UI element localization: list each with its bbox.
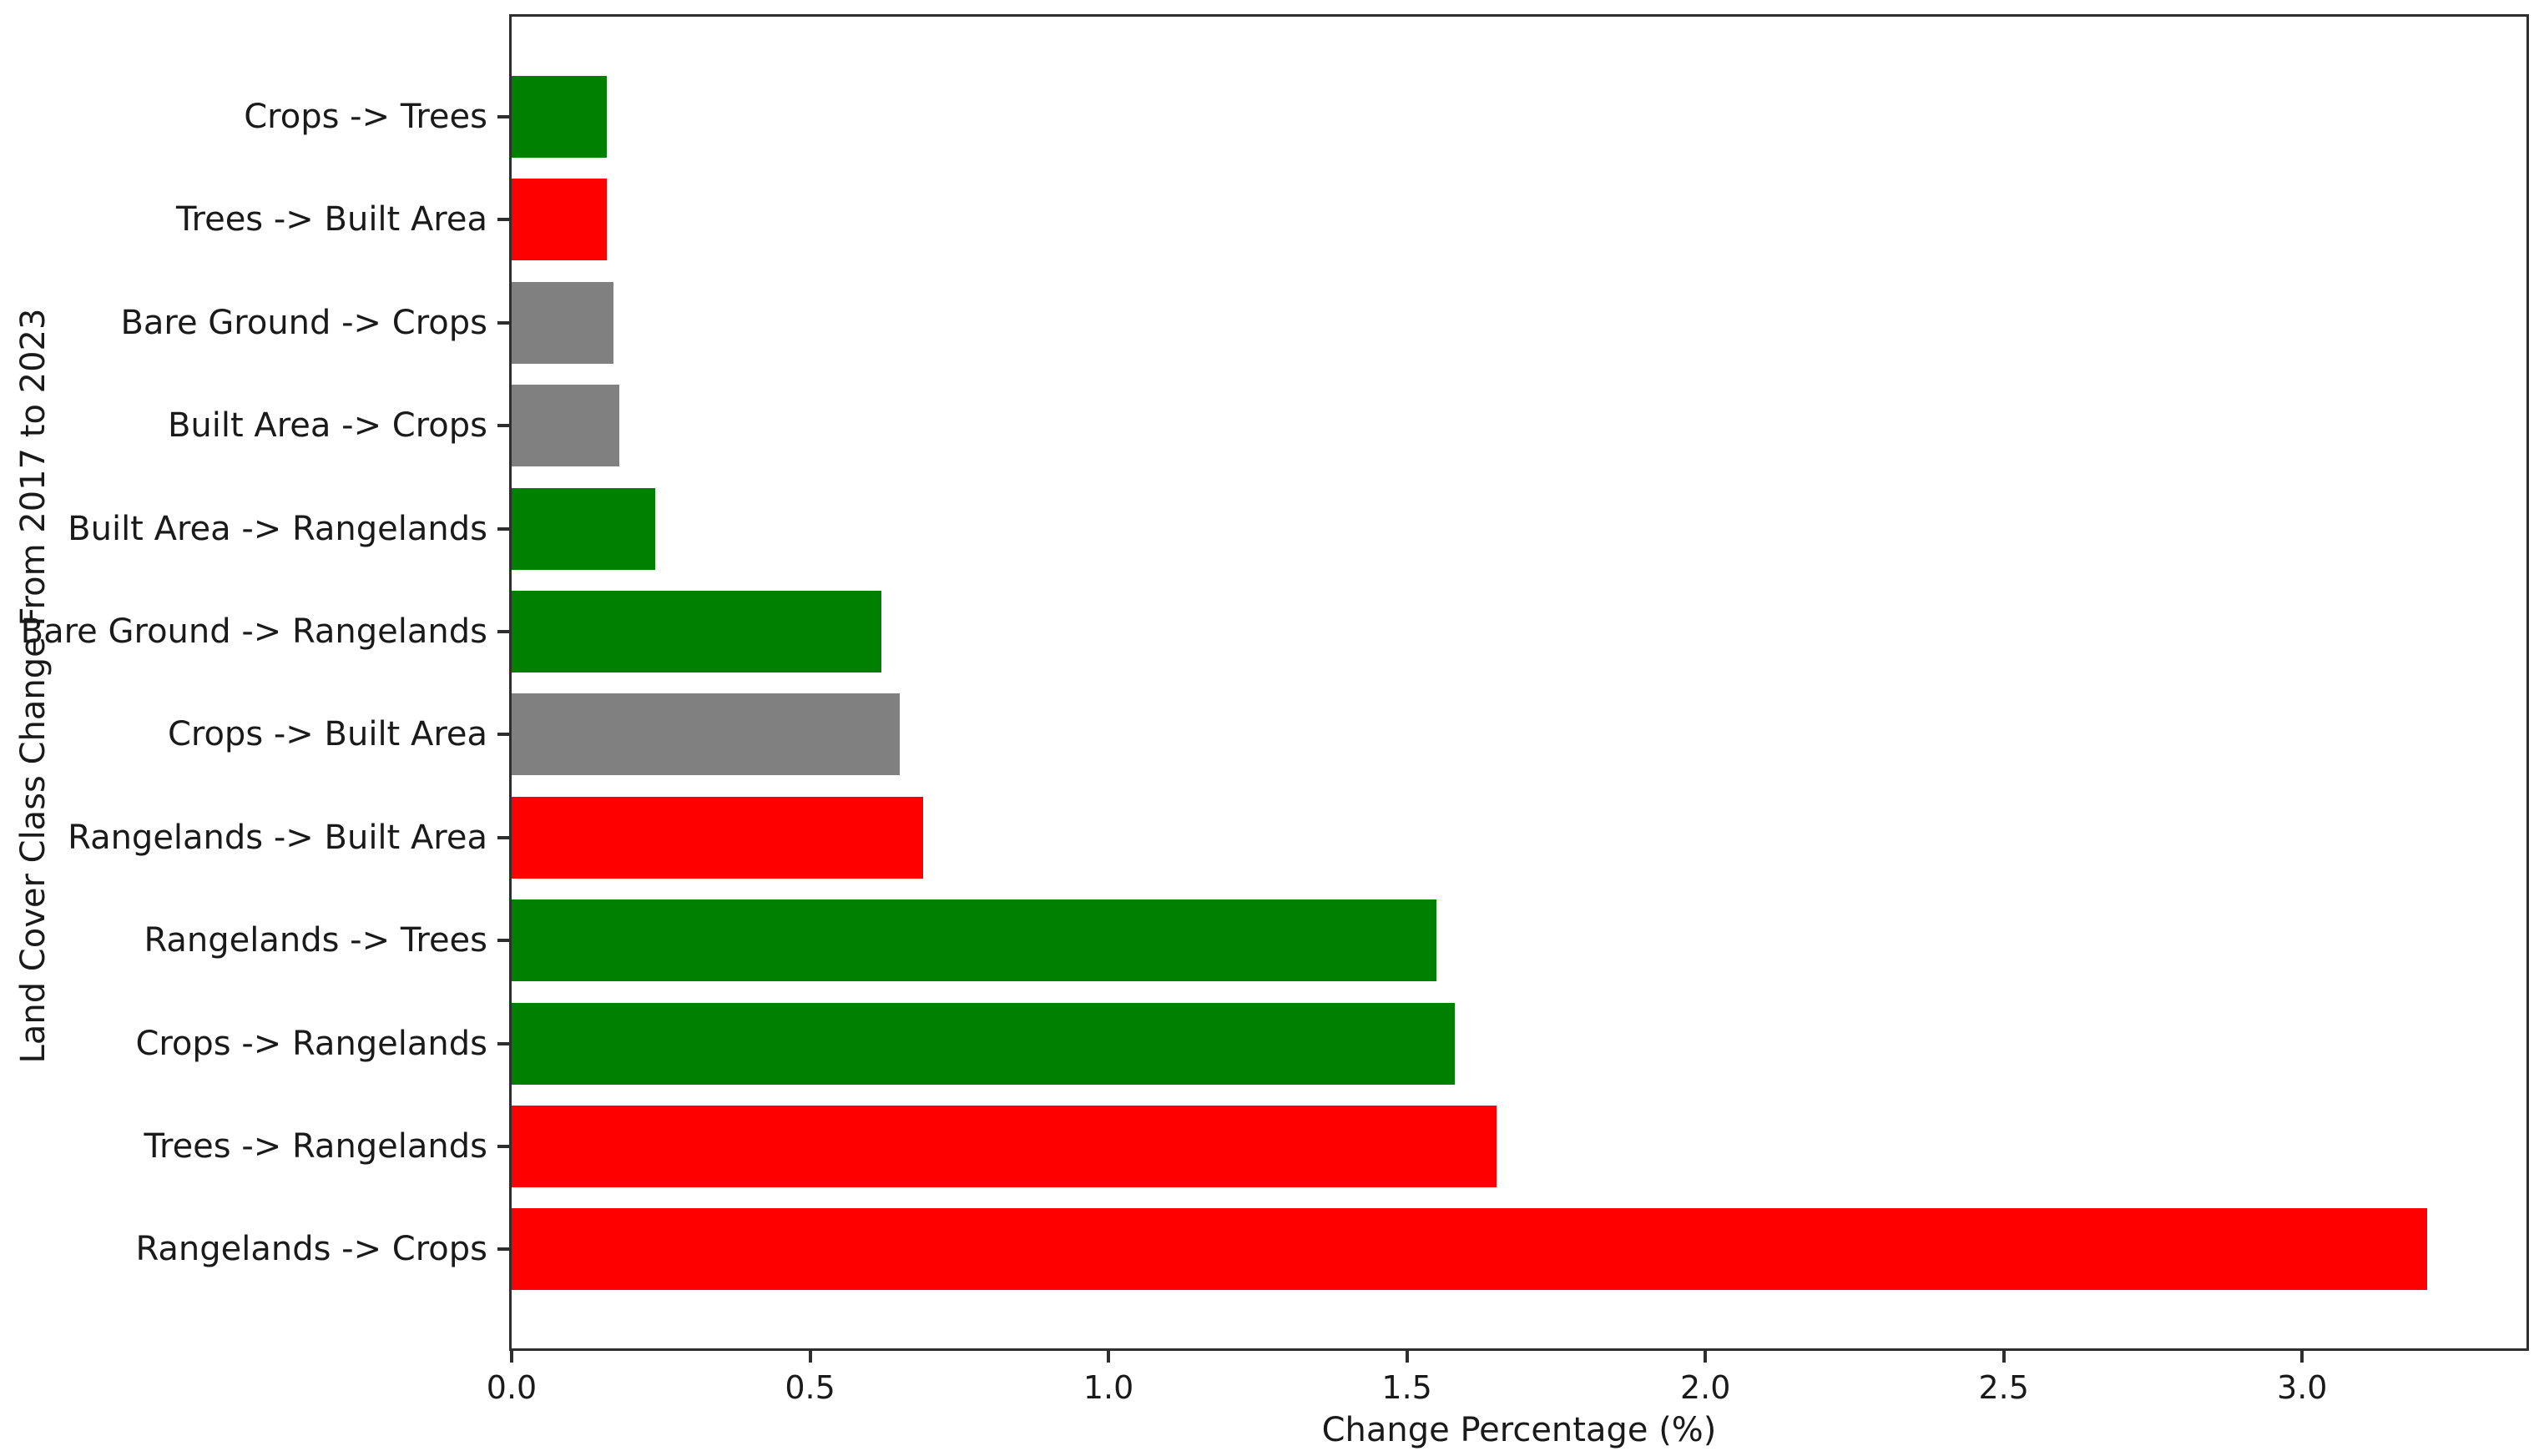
x-tick-label: 2.0 xyxy=(1679,1369,1731,1406)
x-tick-label: 2.5 xyxy=(1978,1369,2029,1406)
x-tick-mark xyxy=(1405,1351,1409,1363)
bar xyxy=(512,1106,1497,1187)
bar xyxy=(512,899,1436,982)
y-tick-label: Bare Ground -> Rangelands xyxy=(20,612,487,651)
y-tick-mark xyxy=(497,1247,509,1252)
x-tick-label: 0.0 xyxy=(486,1369,538,1406)
y-tick-label: Built Area -> Rangelands xyxy=(68,509,487,548)
bar xyxy=(512,179,607,261)
y-tick-mark xyxy=(497,1145,509,1148)
y-tick-mark xyxy=(497,424,509,428)
x-tick-label: 3.0 xyxy=(2277,1369,2328,1406)
x-tick-mark xyxy=(2300,1351,2304,1363)
bar xyxy=(512,591,881,673)
bar xyxy=(512,281,613,364)
y-tick-mark xyxy=(497,115,509,118)
y-tick-mark xyxy=(497,526,509,531)
y-tick-label: Crops -> Built Area xyxy=(167,715,487,754)
x-tick-label: 1.5 xyxy=(1381,1369,1432,1406)
x-axis-label: Change Percentage (%) xyxy=(1321,1411,1717,1449)
y-tick-label: Bare Ground -> Crops xyxy=(120,303,487,342)
y-tick-label: Trees -> Built Area xyxy=(175,200,487,239)
y-tick-label: Rangelands -> Crops xyxy=(135,1230,487,1269)
y-tick-mark xyxy=(497,939,509,943)
x-tick-mark xyxy=(2001,1351,2006,1363)
y-axis-label: Land Cover Class Change From 2017 to 202… xyxy=(14,308,53,1064)
y-tick-mark xyxy=(497,630,509,633)
y-tick-label: Crops -> Trees xyxy=(244,98,487,136)
y-tick-mark xyxy=(497,835,509,839)
y-tick-label: Rangelands -> Trees xyxy=(144,921,487,960)
bar xyxy=(512,693,900,776)
bar xyxy=(512,796,923,879)
x-tick-label: 1.0 xyxy=(1083,1369,1134,1406)
bar xyxy=(512,1002,1455,1085)
x-tick-mark xyxy=(510,1351,513,1363)
x-tick-mark xyxy=(1107,1351,1111,1363)
y-tick-mark xyxy=(497,1041,509,1045)
bar xyxy=(512,1208,2427,1291)
y-tick-label: Built Area -> Crops xyxy=(167,406,487,446)
y-tick-label: Rangelands -> Built Area xyxy=(68,818,487,857)
y-tick-label: Trees -> Rangelands xyxy=(144,1127,487,1166)
y-tick-mark xyxy=(497,733,509,737)
bar xyxy=(512,76,607,158)
bar xyxy=(512,487,655,570)
x-tick-mark xyxy=(808,1351,812,1363)
y-tick-label: Crops -> Rangelands xyxy=(135,1024,487,1063)
bar xyxy=(512,385,619,467)
x-tick-mark xyxy=(1704,1351,1708,1363)
y-tick-mark xyxy=(497,320,509,325)
x-tick-label: 0.5 xyxy=(785,1369,835,1406)
y-tick-mark xyxy=(497,218,509,222)
